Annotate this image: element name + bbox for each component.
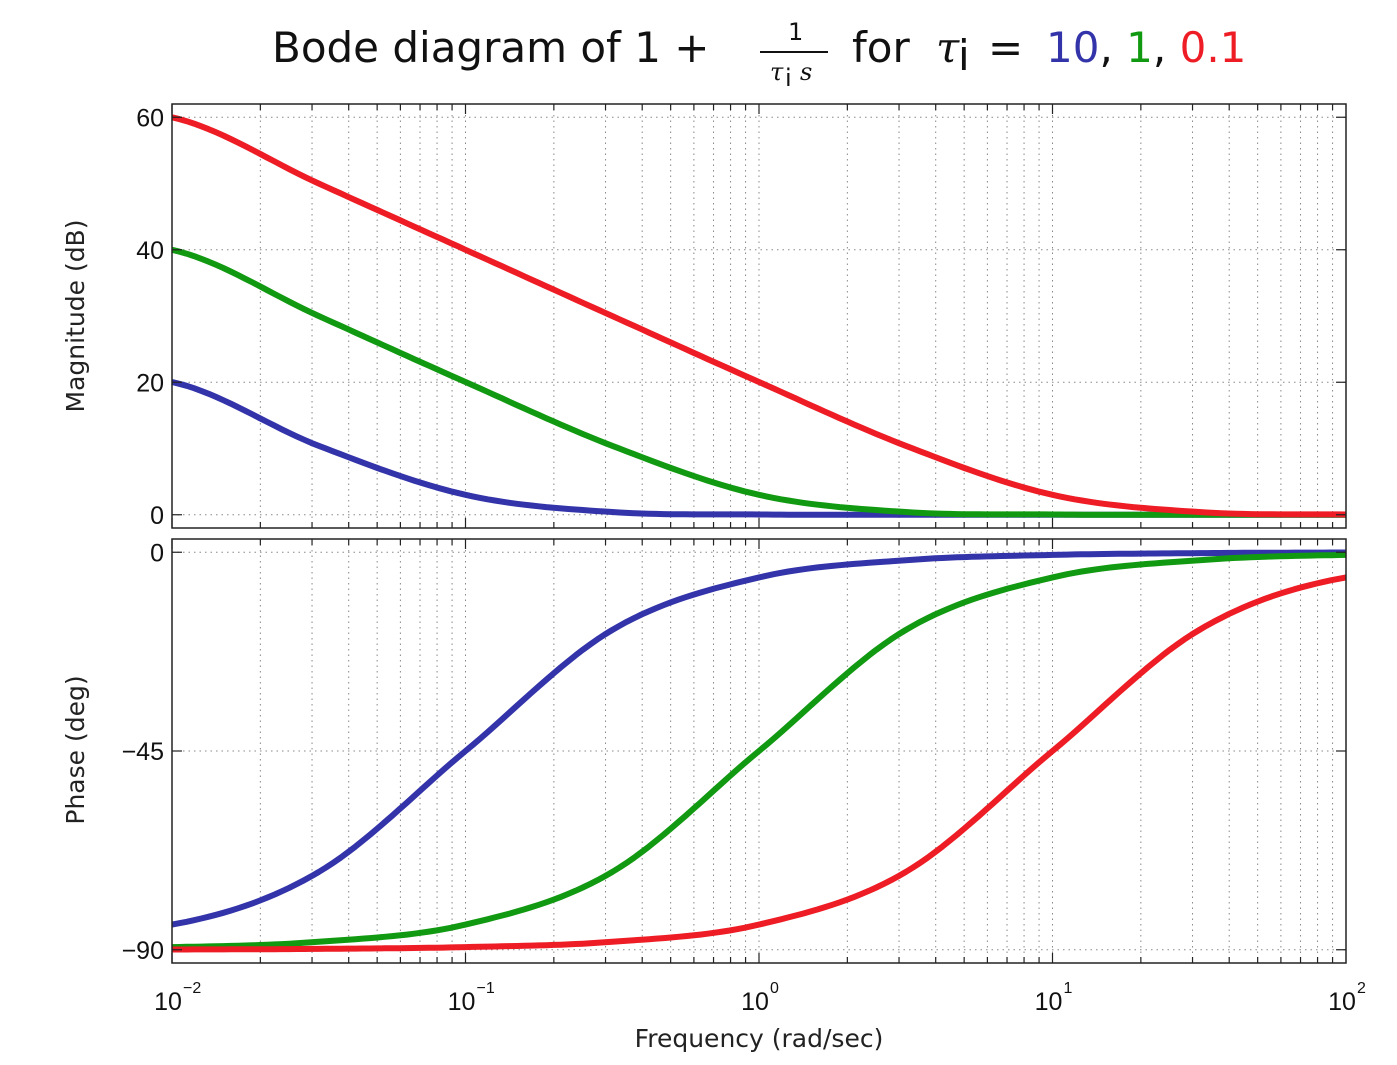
title-fraction-s: s	[800, 58, 812, 86]
title-comma-1: ,	[1099, 23, 1126, 72]
x-axis-label: Frequency (rad/sec)	[635, 1024, 884, 1053]
phase-frame	[171, 538, 1347, 964]
title-fraction-tau: τ	[770, 58, 784, 86]
title-value-0-1: 0.1	[1180, 23, 1247, 72]
magnitude-ylabel: Magnitude (dB)	[61, 220, 90, 413]
x-tick-exponent: 1	[1064, 980, 1073, 997]
phase-grid	[172, 539, 1346, 963]
x-tick-label: 10	[1035, 988, 1063, 1016]
x-tick-labels: 10 −2 10 −1 10 0 10 1 10 2	[154, 980, 1366, 1016]
magnitude-ytick-label: 40	[136, 237, 164, 265]
title-equals: =	[988, 23, 1023, 72]
magnitude-ticks: 0 20 40 60	[136, 104, 1346, 530]
chart-title: Bode diagram of 1 + 1 τ i s for τ i = 10…	[272, 18, 1246, 92]
phase-ticks: 0 −45 −90	[122, 539, 1346, 965]
phase-series-0-1	[172, 574, 1347, 953]
phase-panel: 0 −45 −90 Phase (deg)	[61, 538, 1347, 965]
x-tick-exponent: 0	[770, 980, 779, 997]
phase-ytick-label: 0	[150, 539, 164, 567]
x-tick-exponent: −2	[183, 980, 201, 997]
title-fraction-numerator: 1	[788, 18, 803, 46]
phase-ytick-label: −90	[122, 937, 164, 965]
phase-curves	[171, 549, 1347, 953]
title-values: 10, 1, 0.1	[1046, 23, 1246, 72]
x-tick-exponent: −1	[477, 980, 495, 997]
x-tick-exponent: 2	[1357, 980, 1366, 997]
magnitude-curves	[171, 114, 1347, 518]
x-tick-label: 10	[1328, 988, 1356, 1016]
magnitude-series-0-1	[171, 114, 1347, 518]
title-fraction-sub: i	[785, 64, 792, 92]
x-tick-label: 10	[154, 988, 182, 1016]
title-value-1: 1	[1126, 23, 1153, 72]
magnitude-ytick-label: 20	[136, 369, 164, 397]
title-value-10: 10	[1046, 23, 1099, 72]
title-tau: τ	[936, 23, 960, 72]
phase-series-10	[171, 549, 1346, 928]
x-tick-label: 10	[741, 988, 769, 1016]
magnitude-panel: 0 20 40 60 Magnitude (dB)	[61, 103, 1347, 530]
title-comma-2: ,	[1153, 23, 1180, 72]
magnitude-grid	[172, 104, 1346, 528]
magnitude-frame	[171, 103, 1347, 529]
title-tau-sub: i	[958, 31, 970, 80]
title-prefix: Bode diagram of 1 +	[272, 23, 709, 72]
phase-series-1	[171, 551, 1347, 951]
title-for: for	[852, 23, 910, 72]
phase-ylabel: Phase (deg)	[61, 675, 90, 824]
magnitude-series-1	[171, 246, 1346, 518]
magnitude-ytick-label: 0	[150, 502, 164, 530]
magnitude-ytick-label: 60	[136, 104, 164, 132]
x-tick-label: 10	[448, 988, 476, 1016]
phase-ytick-label: −45	[122, 738, 164, 766]
